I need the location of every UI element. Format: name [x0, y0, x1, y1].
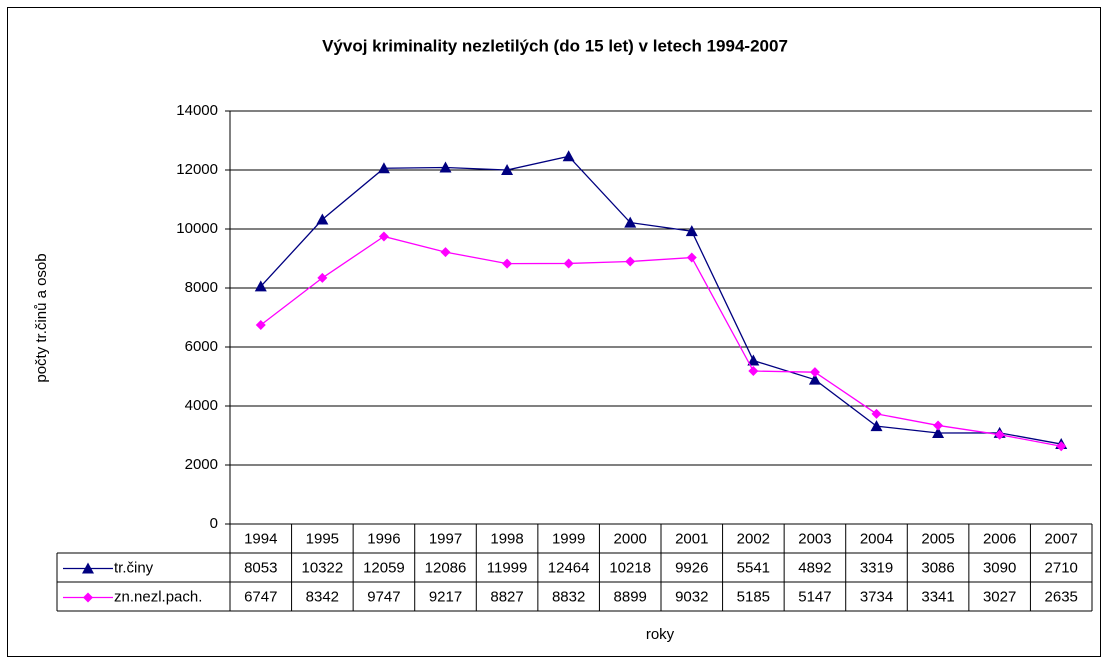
marker [686, 252, 697, 263]
marker [440, 247, 451, 258]
marker [748, 366, 759, 377]
x-tick-label: 2002 [737, 530, 770, 547]
marker [871, 408, 882, 419]
table-value: 3319 [860, 559, 893, 576]
marker [933, 420, 944, 431]
x-tick-label: 2007 [1045, 530, 1078, 547]
table-value: 2635 [1045, 588, 1078, 605]
series-line [260, 235, 1062, 447]
legend-label: zn.nezl.pach. [114, 588, 202, 605]
x-tick-label: 1996 [367, 530, 400, 547]
table-value: 3086 [921, 559, 954, 576]
marker [1056, 441, 1067, 452]
table-value: 10218 [609, 559, 651, 576]
table-value: 9032 [675, 588, 708, 605]
y-axis-label: počty tr.činů a osob [33, 253, 50, 382]
y-tick-label: 6000 [185, 338, 218, 355]
table-value: 4892 [798, 559, 831, 576]
table-value: 8053 [244, 559, 277, 576]
marker [747, 354, 760, 366]
table-value: 8827 [490, 588, 523, 605]
y-tick-label: 4000 [185, 397, 218, 414]
marker [994, 429, 1005, 440]
marker [378, 231, 389, 242]
table-value: 6747 [244, 588, 277, 605]
x-tick-label: 1999 [552, 530, 585, 547]
marker [82, 562, 94, 574]
marker [316, 213, 329, 225]
x-axis-label: roky [646, 626, 675, 643]
x-tick-label: 2005 [921, 530, 954, 547]
chart-title: Vývoj kriminality nezletilých (do 15 let… [322, 36, 788, 55]
x-tick-label: 2001 [675, 530, 708, 547]
marker [562, 150, 575, 162]
y-tick-label: 10000 [176, 220, 218, 237]
y-tick-label: 8000 [185, 279, 218, 296]
table-value: 9926 [675, 559, 708, 576]
x-tick-label: 2000 [614, 530, 647, 547]
marker [625, 256, 636, 267]
table-value: 8342 [306, 588, 339, 605]
marker [439, 161, 452, 173]
marker [563, 258, 574, 269]
marker [808, 373, 821, 385]
x-tick-label: 1998 [490, 530, 523, 547]
marker [317, 272, 328, 283]
table-value: 3027 [983, 588, 1016, 605]
table-value: 3734 [860, 588, 893, 605]
marker [870, 420, 883, 432]
marker [685, 225, 698, 237]
x-tick-label: 1994 [244, 530, 277, 547]
table-value: 8832 [552, 588, 585, 605]
table-value: 5541 [737, 559, 770, 576]
table-value: 9747 [367, 588, 400, 605]
table-value: 2710 [1045, 559, 1078, 576]
marker [932, 426, 945, 438]
marker [502, 258, 513, 269]
y-tick-label: 14000 [176, 102, 218, 119]
table-value: 8899 [614, 588, 647, 605]
chart-border [7, 7, 1101, 657]
table-value: 12086 [425, 559, 467, 576]
y-tick-label: 12000 [176, 161, 218, 178]
table-value: 12464 [548, 559, 590, 576]
marker [254, 280, 267, 292]
x-tick-label: 1997 [429, 530, 462, 547]
marker [255, 319, 266, 330]
x-tick-label: 2004 [860, 530, 893, 547]
marker [501, 164, 514, 176]
table-value: 12059 [363, 559, 405, 576]
table-value: 5147 [798, 588, 831, 605]
table-value: 9217 [429, 588, 462, 605]
marker [83, 592, 93, 603]
x-tick-label: 2006 [983, 530, 1016, 547]
marker [624, 216, 637, 228]
marker [377, 162, 390, 174]
table-value: 3090 [983, 559, 1016, 576]
series-line [260, 155, 1062, 445]
x-tick-label: 1995 [306, 530, 339, 547]
table-value: 11999 [487, 559, 528, 576]
y-tick-label: 2000 [185, 456, 218, 473]
table-value: 10322 [301, 559, 343, 576]
x-tick-label: 2003 [798, 530, 831, 547]
table-value: 5185 [737, 588, 770, 605]
y-tick-label: 0 [210, 515, 218, 532]
legend-label: tr.činy [114, 559, 154, 576]
table-value: 3341 [921, 588, 954, 605]
marker [809, 367, 820, 378]
